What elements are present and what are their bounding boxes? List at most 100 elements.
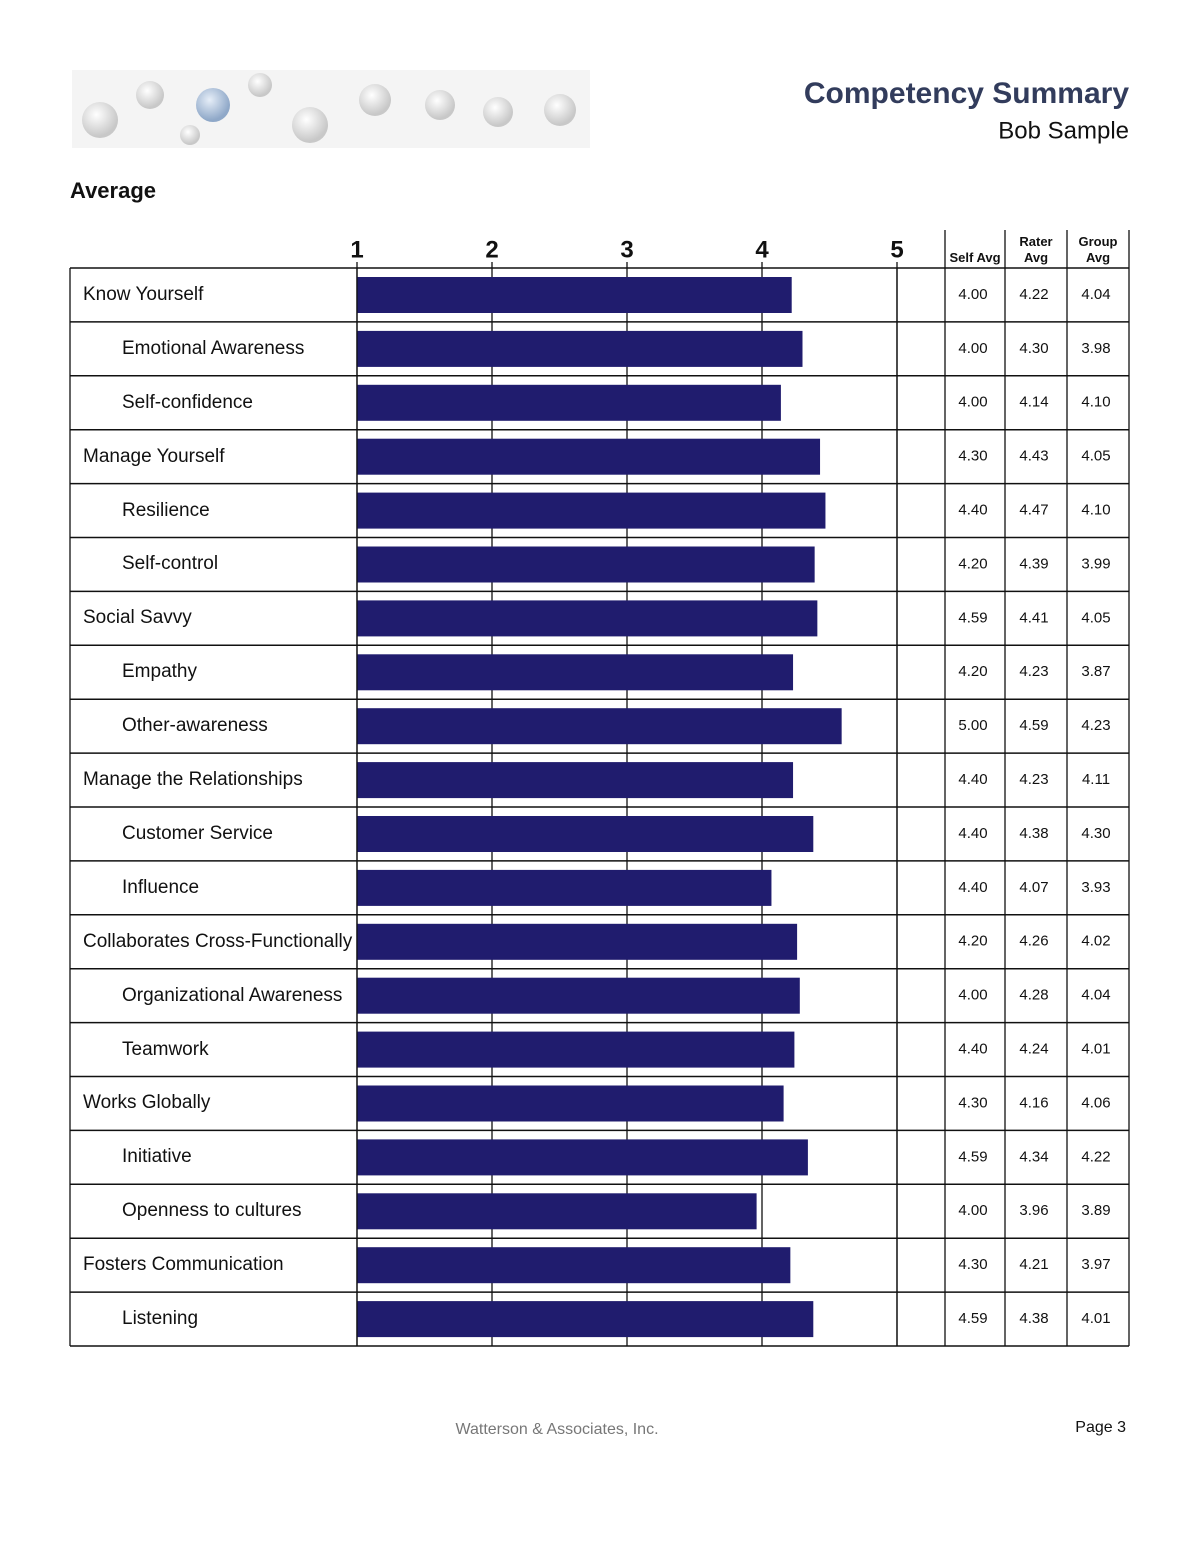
rater-avg: 4.34 (1019, 1148, 1048, 1165)
self-avg: 4.20 (958, 555, 987, 572)
group-avg: 3.98 (1081, 340, 1110, 357)
bar (357, 438, 821, 475)
bar (357, 977, 800, 1014)
rater-avg: 4.39 (1019, 555, 1048, 572)
page-number: Page 3 (1075, 1419, 1126, 1436)
column-header: Rater Avg (1019, 234, 1053, 265)
group-avg: 3.93 (1081, 879, 1110, 896)
bar (357, 277, 792, 313)
footer-company: Watterson & Associates, Inc. (455, 1421, 658, 1438)
bar (357, 1139, 808, 1176)
row-label: Manage Yourself (83, 445, 225, 467)
row-label: Emotional Awareness (122, 337, 305, 359)
bar (357, 654, 794, 691)
row-label-box: Fosters Communication (83, 1254, 284, 1276)
x-tick-label: 1 (350, 236, 363, 263)
row-label-box: Initiative (122, 1146, 192, 1167)
rater-avg: 4.07 (1019, 879, 1048, 896)
row-label: Organizational Awareness (122, 984, 343, 1006)
bar (357, 923, 798, 960)
rater-avg: 4.21 (1019, 1256, 1048, 1273)
row-label-box: Other-awareness (122, 715, 268, 736)
column-header-box: Self Avg (949, 250, 1001, 265)
row-label-box: Influence (122, 877, 199, 898)
rater-avg: 4.47 (1019, 502, 1048, 519)
rater-avg: 4.22 (1019, 286, 1048, 303)
rater-avg: 4.26 (1019, 933, 1048, 950)
bar (357, 1031, 795, 1068)
column-header: Group Avg (1078, 234, 1118, 265)
row-label: Listening (122, 1308, 199, 1330)
column-header-box: Group Avg (1078, 234, 1118, 265)
page-subtitle: Bob Sample (998, 117, 1129, 144)
row-label-box: Know Yourself (83, 284, 203, 305)
x-tick-label: 3 (620, 236, 633, 263)
row-label: Social Savvy (83, 607, 192, 629)
row-label-box: Openness to cultures (122, 1200, 302, 1221)
bar (357, 1301, 814, 1338)
rater-avg: 4.41 (1019, 609, 1048, 626)
group-avg: 4.05 (1081, 448, 1110, 465)
row-label-box: Manage Yourself (83, 445, 225, 467)
rater-avg: 4.38 (1019, 825, 1048, 842)
row-label-box: Works Globally (83, 1092, 211, 1114)
rater-avg: 4.28 (1019, 987, 1048, 1004)
group-avg: 4.11 (1082, 771, 1110, 788)
self-avg: 4.00 (958, 394, 987, 411)
x-tick-label: 4 (755, 236, 769, 263)
rater-avg: 4.16 (1019, 1094, 1048, 1111)
row-label-box: Manage the Relationships (83, 769, 303, 790)
section-title: Average (70, 178, 156, 203)
row-label-box: Organizational Awareness (122, 984, 343, 1006)
self-avg: 4.40 (958, 879, 987, 896)
row-label-box: Customer Service (122, 823, 273, 844)
group-avg: 4.05 (1081, 609, 1110, 626)
rater-avg: 4.23 (1019, 771, 1048, 788)
group-avg: 4.01 (1081, 1041, 1110, 1058)
row-label-box: Emotional Awareness (122, 337, 305, 359)
bar (357, 816, 814, 852)
bar (357, 330, 803, 367)
bar (357, 762, 794, 799)
self-avg: 4.30 (958, 448, 987, 465)
row-label: Resilience (122, 499, 210, 521)
rater-avg: 4.24 (1019, 1041, 1048, 1058)
row-label-box: Empathy (122, 661, 197, 682)
self-avg: 5.00 (958, 717, 987, 734)
row-label-box: Teamwork (122, 1038, 209, 1060)
row-label: Fosters Communication (83, 1254, 284, 1276)
group-avg: 4.04 (1081, 987, 1110, 1004)
self-avg: 4.59 (958, 1148, 987, 1165)
row-label: Self-control (122, 553, 219, 575)
group-avg: 4.22 (1081, 1148, 1110, 1165)
self-avg: 4.00 (958, 340, 987, 357)
bar (357, 869, 772, 906)
bar (357, 492, 826, 529)
row-label-box: Resilience (122, 499, 210, 521)
rater-avg: 3.96 (1019, 1202, 1048, 1219)
row-label: Teamwork (122, 1038, 209, 1060)
group-avg: 4.10 (1081, 394, 1110, 411)
self-avg: 4.00 (958, 987, 987, 1004)
x-tick-label: 5 (890, 236, 903, 263)
self-avg: 4.00 (958, 286, 987, 303)
group-avg: 4.04 (1081, 286, 1110, 303)
row-label: Works Globally (83, 1092, 211, 1114)
self-avg: 4.59 (958, 1310, 987, 1327)
page-title: Competency Summary (804, 77, 1129, 110)
bar (357, 1085, 784, 1122)
group-avg: 4.10 (1081, 502, 1110, 519)
group-avg: 3.99 (1081, 555, 1110, 572)
row-label-box: Self-confidence (122, 391, 253, 413)
column-header: Self Avg (949, 250, 1001, 265)
group-avg: 3.87 (1081, 663, 1110, 680)
group-avg: 4.01 (1081, 1310, 1110, 1327)
self-avg: 4.20 (958, 933, 987, 950)
rater-avg: 4.14 (1019, 394, 1048, 411)
self-avg: 4.40 (958, 1041, 987, 1058)
rater-avg: 4.23 (1019, 663, 1048, 680)
row-label: Self-confidence (122, 391, 253, 413)
self-avg: 4.00 (958, 1202, 987, 1219)
self-avg: 4.20 (958, 663, 987, 680)
